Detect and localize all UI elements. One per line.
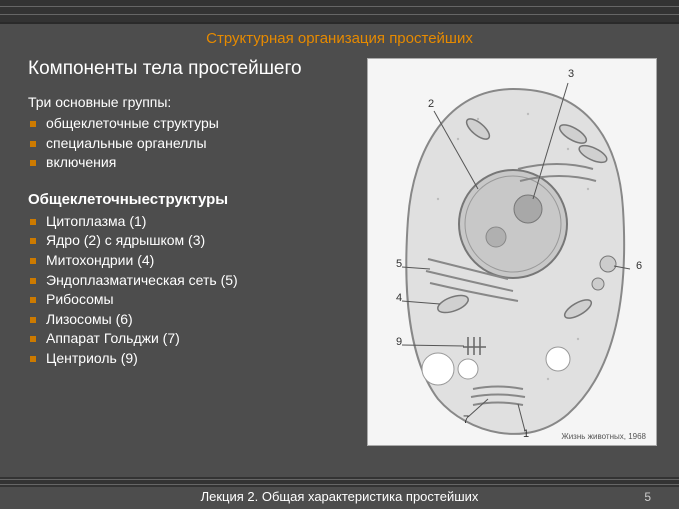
slide-header: Структурная организация простейших <box>0 30 679 47</box>
figure-label: 4 <box>396 292 402 304</box>
slide: Структурная организация простейших Компо… <box>0 0 679 509</box>
groups-list: общеклеточные структуры специальные орга… <box>28 114 358 173</box>
cell-diagram: 1 2 3 4 5 6 7 9 <box>368 59 658 447</box>
list-item: специальные органеллы <box>28 134 358 154</box>
figure-caption: Жизнь животных, 1968 <box>561 432 646 441</box>
list-item: Рибосомы <box>28 290 358 310</box>
footer-text: Лекция 2. Общая характеристика простейши… <box>201 489 479 504</box>
list-item: Цитоплазма (1) <box>28 212 358 232</box>
figure-label: 1 <box>523 428 529 440</box>
page-number: 5 <box>644 487 651 507</box>
content-area: Компоненты тела простейшего Три основные… <box>28 58 358 387</box>
list-item: Аппарат Гольджи (7) <box>28 329 358 349</box>
footer: Лекция 2. Общая характеристика простейши… <box>0 487 679 509</box>
figure-label: 9 <box>396 336 402 348</box>
list-item: включения <box>28 153 358 173</box>
figure-label: 5 <box>396 258 402 270</box>
cell-figure: 1 2 3 4 5 6 7 9 Жизнь животных, 1968 <box>367 58 657 446</box>
list-item: Центриоль (9) <box>28 349 358 369</box>
figure-label: 3 <box>568 68 574 80</box>
figure-label: 7 <box>463 414 469 426</box>
list-item: Ядро (2) с ядрышком (3) <box>28 231 358 251</box>
structures-list: Цитоплазма (1) Ядро (2) с ядрышком (3) М… <box>28 212 358 369</box>
subtitle: Компоненты тела простейшего <box>28 58 358 80</box>
figure-label: 2 <box>428 98 434 110</box>
figure-label: 6 <box>636 260 642 272</box>
header-title: Структурная организация простейших <box>206 30 473 47</box>
section-header: Общеклеточныеструктуры <box>28 191 358 208</box>
list-item: Эндоплазматическая сеть (5) <box>28 271 358 291</box>
list-item: Митохондрии (4) <box>28 251 358 271</box>
list-item: Лизосомы (6) <box>28 310 358 330</box>
top-decoration <box>0 0 679 24</box>
bottom-decoration <box>0 477 679 487</box>
list-item: общеклеточные структуры <box>28 114 358 134</box>
groups-intro: Три основные группы: <box>28 94 358 110</box>
